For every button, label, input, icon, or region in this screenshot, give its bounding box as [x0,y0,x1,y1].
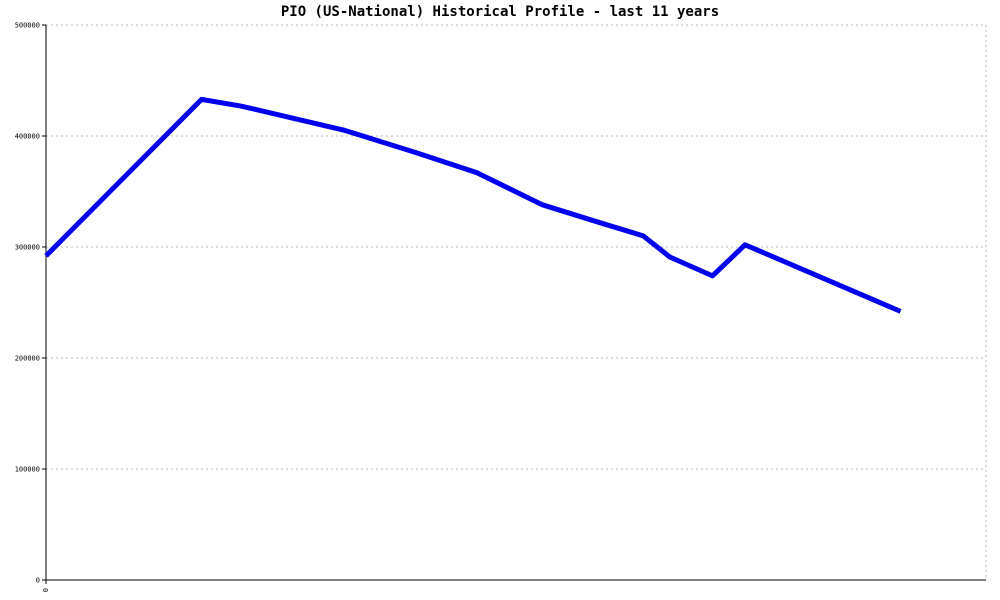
y-tick-label: 300000 [15,244,40,252]
y-tick-label: 200000 [15,355,40,363]
y-tick-label: 400000 [15,133,40,141]
series-line [44,96,902,314]
y-tick-label: 500000 [15,22,40,30]
series-layer [44,96,902,314]
y-tick-label: 0 [36,577,40,585]
x-tick-label: 0 [42,588,50,592]
y-tick-label: 100000 [15,466,40,474]
axes [42,24,986,584]
tick-labels: 0 100000 200000 300000 400000 500000 0 [15,22,50,593]
chart-title: PIO (US-National) Historical Profile - l… [280,4,720,20]
gridlines [46,24,987,580]
